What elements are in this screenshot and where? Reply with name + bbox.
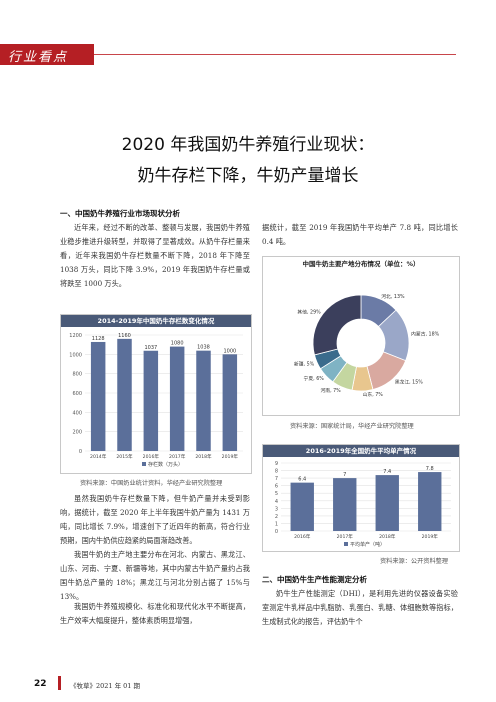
y-tick-label: 8	[275, 469, 278, 475]
footer-issue: 《牧草》2021 年 01 期	[70, 682, 141, 690]
chart-regions-plot: 河北, 13% 内蒙古, 18% 黑龙江, 15% 山东, 7% 河南, 7% 宁夏, 6…	[294, 293, 440, 398]
y-tick-label: 3	[275, 506, 278, 512]
herd-data-label: 1080	[171, 341, 184, 347]
legend-label: 存栏数（万头）	[148, 461, 183, 468]
yield-bar	[333, 478, 357, 531]
x-tick-label: 2017年	[337, 533, 354, 540]
x-tick-label: 2018年	[379, 533, 396, 540]
yield-data-label: 7	[343, 472, 346, 478]
legend-swatch	[142, 462, 146, 466]
paragraph-2: 虽然我国奶牛存栏数量下降，但牛奶产量并未受到影响，据统计，截至 2020 年上半…	[60, 494, 250, 545]
chart-avg-yield-plot: 01234567896.42016年72017年7.42018年7.82019年…	[275, 461, 451, 548]
yield-bar	[375, 475, 399, 531]
herd-data-label: 1037	[144, 345, 157, 351]
paragraph-1: 近年来，经过不断的改革、整顿与发展，我国奶牛养殖业稳步推进升级转型，并取得了显著…	[60, 223, 250, 288]
herd-data-label: 1160	[118, 333, 131, 339]
chart3-caption: 资料来源：公开资料整理	[380, 558, 449, 565]
paragraph-6: 奶牛生产性能测定（DHI），是利用先进的仪器设备实验室测定牛乳样品中乳脂肪、乳蛋…	[262, 589, 458, 626]
y-tick-label: 1200	[69, 333, 82, 339]
herd-bar	[196, 350, 211, 451]
chart-regions-title: 中国牛奶主要产地分布情况（单位：%）	[302, 260, 420, 268]
herd-bar	[222, 354, 238, 451]
x-tick-label: 2016年	[143, 453, 160, 460]
legend-swatch	[344, 542, 348, 546]
section-tag-label: 行业看点	[8, 50, 69, 65]
page-number: 22	[34, 679, 47, 689]
article-title-line1: 2020 年我国奶牛养殖行业现状：	[121, 135, 375, 155]
header-rule	[94, 54, 456, 55]
chart-herd-size-title: 2014-2019年中国奶牛存栏数变化情况	[61, 315, 251, 327]
donut-data-label: 内蒙古, 18%	[411, 330, 440, 337]
y-tick-label: 7	[275, 476, 278, 482]
donut-data-label: 宁夏, 6%	[304, 375, 325, 382]
y-tick-label: 1000	[69, 352, 82, 358]
paragraph-4: 我国奶牛养殖规模化、标准化和现代化水平不断提高，生产效率大幅度提升，整体素质明显…	[60, 602, 250, 625]
x-tick-label: 2017年	[169, 453, 186, 460]
herd-bar	[169, 346, 185, 451]
y-tick-label: 200	[72, 430, 82, 436]
x-tick-label: 2014年	[90, 453, 107, 460]
donut-data-label: 河北, 13%	[381, 293, 405, 300]
yield-data-label: 7.8	[426, 466, 434, 472]
y-tick-label: 0	[275, 529, 278, 535]
legend-label: 平均单产（吨）	[350, 541, 385, 548]
herd-data-label: 1128	[92, 336, 105, 342]
herd-data-label: 1000	[223, 348, 236, 354]
y-tick-label: 1	[275, 521, 278, 527]
donut-data-label: 其他, 29%	[297, 309, 321, 316]
herd-bar	[90, 341, 106, 451]
section2-heading: 二、中国奶牛生产性能测定分析	[262, 575, 367, 584]
chart-herd-size: 2014-2019年中国奶牛存栏数变化情况 0 200 400 600 800 1000 1…	[60, 314, 252, 474]
yield-data-label: 7.4	[383, 469, 391, 475]
chart2-caption: 资料来源：国家统计局，华经产业研究院整理	[290, 423, 414, 430]
section1-heading: 一、中国奶牛养殖行业市场现状分析	[60, 209, 180, 218]
y-tick-label: 2	[275, 514, 278, 520]
donut-data-label: 河南, 7%	[320, 387, 341, 394]
paragraph-3: 我国牛奶的主产地主要分布在河北、内蒙古、黑龙江、山东、河南、宁夏、新疆等地，其中…	[60, 550, 250, 601]
x-tick-label: 2019年	[422, 533, 439, 540]
yield-bar	[418, 472, 442, 531]
chart-avg-yield: 2016-2019年全国奶牛平均单产情况 0 1 2 3 4 5 6 7 8 9 6.4 2016年 7…	[262, 444, 460, 552]
y-tick-label: 0	[79, 449, 82, 455]
y-tick-label: 400	[72, 410, 82, 416]
herd-bar	[117, 338, 132, 451]
x-tick-label: 2018年	[195, 453, 212, 460]
chart1-caption: 资料来源：中国奶业统计资料，华经产业研究院整理	[80, 480, 223, 487]
donut-data-label: 黑龙江, 15%	[395, 378, 424, 385]
yield-bar	[290, 482, 314, 531]
chart-avg-yield-title: 2016-2019年全国奶牛平均单产情况	[263, 445, 459, 457]
section-tag	[0, 44, 94, 65]
y-tick-label: 9	[275, 461, 278, 467]
x-tick-label: 2019年	[222, 453, 239, 460]
y-tick-label: 800	[72, 372, 82, 378]
chart-herd-size-plot: 0 200 400 600 800 1000 1200 1128 2014年 1160 2015年 1…	[69, 333, 243, 468]
article-title-line2: 奶牛存栏下降，牛奶产量增长	[137, 166, 359, 186]
y-tick-label: 4	[275, 499, 278, 505]
chart-production-regions: 中国牛奶主要产地分布情况（单位：%） 河北, 13% 内蒙古, 18% 黑龙江, 1…	[262, 256, 460, 416]
y-tick-label: 5	[275, 491, 278, 497]
donut-slice	[312, 294, 362, 356]
y-tick-label: 600	[72, 391, 82, 397]
herd-bar	[143, 350, 159, 451]
footer-mark	[58, 676, 61, 690]
y-tick-label: 6	[275, 484, 278, 490]
donut-data-label: 山东, 7%	[363, 391, 384, 398]
x-tick-label: 2016年	[294, 533, 311, 540]
donut-data-label: 新疆, 5%	[294, 360, 315, 367]
yield-data-label: 6.4	[298, 477, 306, 483]
paragraph-5: 据统计，截至 2019 年我国奶牛平均单产 7.8 吨，同比增长 0.4 吨。	[262, 223, 458, 246]
herd-data-label: 1038	[197, 345, 210, 351]
x-tick-label: 2015年	[116, 453, 133, 460]
